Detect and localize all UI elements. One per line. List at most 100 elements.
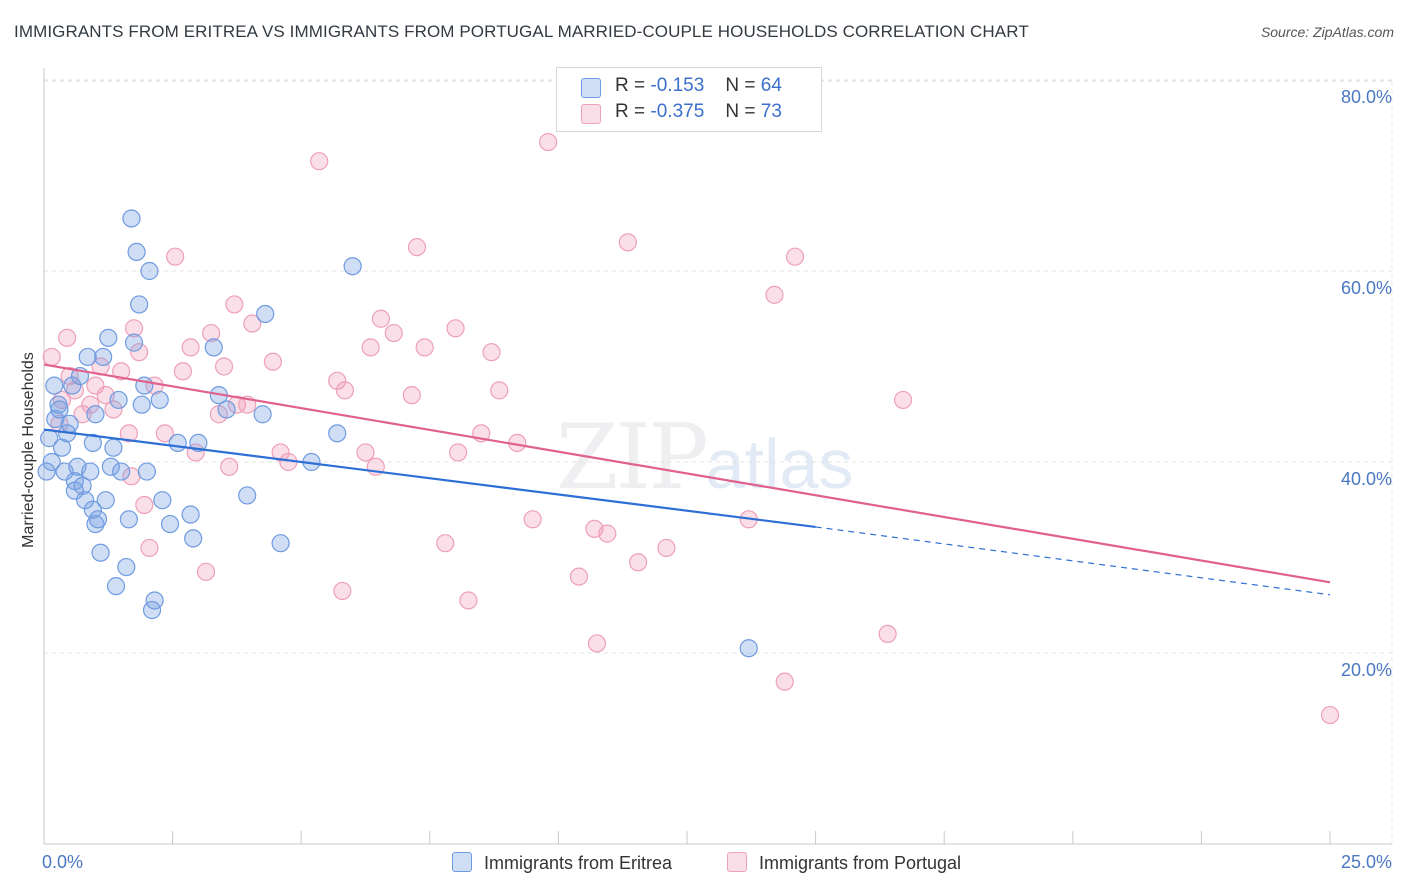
portugal-point xyxy=(104,400,123,419)
eritrea-point xyxy=(153,491,172,510)
portugal-point xyxy=(539,132,558,152)
eritrea-point xyxy=(124,333,144,352)
eritrea-point xyxy=(271,534,290,553)
portugal-point xyxy=(402,386,421,405)
portugal-point xyxy=(166,247,185,266)
eritrea-point xyxy=(256,304,275,324)
eritrea-point xyxy=(739,639,758,658)
portugal-point xyxy=(629,553,648,572)
portugal-point xyxy=(81,395,100,414)
watermark: ZIPatlas xyxy=(556,405,854,510)
eritrea-point xyxy=(112,462,131,481)
legend-n-value: 64 xyxy=(760,75,782,96)
portugal-point xyxy=(371,309,391,328)
eritrea-point xyxy=(42,452,61,472)
bottom-legend-portugal: Immigrants from Portugal xyxy=(727,852,961,874)
portugal-point xyxy=(42,347,61,367)
legend-swatch-portugal xyxy=(581,104,601,124)
y-tick-20: 20.0% xyxy=(1340,660,1392,680)
eritrea-trend-line xyxy=(43,428,816,529)
portugal-point xyxy=(448,443,468,462)
portugal-point xyxy=(1320,705,1340,725)
eritrea-point xyxy=(94,347,113,367)
portugal-point xyxy=(214,357,234,376)
eritrea-point xyxy=(253,405,272,424)
portugal-point xyxy=(333,581,352,601)
eritrea-point xyxy=(122,209,141,228)
eritrea-point xyxy=(140,261,159,281)
x-tick-min: 0.0% xyxy=(42,852,84,872)
legend-swatch-eritrea xyxy=(581,78,601,98)
eritrea-point xyxy=(83,433,102,452)
axes xyxy=(43,68,1392,845)
eritrea-points xyxy=(37,209,758,658)
eritrea-point xyxy=(86,405,105,424)
portugal-point xyxy=(878,624,897,644)
portugal-point xyxy=(361,338,380,357)
portugal-point xyxy=(243,314,262,333)
eritrea-point xyxy=(181,505,200,524)
portugal-point xyxy=(124,319,144,338)
portugal-trend-line xyxy=(43,363,1331,584)
eritrea-point xyxy=(130,295,149,314)
portugal-point xyxy=(202,323,221,343)
gridlines xyxy=(44,79,1393,844)
portugal-point xyxy=(415,338,434,357)
eritrea-point xyxy=(238,486,257,505)
portugal-point xyxy=(384,323,403,343)
watermark-zip: ZIP xyxy=(556,405,709,510)
portugal-point xyxy=(73,405,92,424)
legend-r-label: R = xyxy=(615,75,646,96)
portugal-point xyxy=(155,424,174,443)
bottom-legend-label-portugal: Immigrants from Portugal xyxy=(759,853,962,873)
eritrea-point xyxy=(46,409,65,429)
portugal-point xyxy=(490,381,509,400)
eritrea-point xyxy=(52,438,72,457)
portugal-point xyxy=(446,319,465,338)
eritrea-point xyxy=(189,433,208,452)
portugal-point xyxy=(569,567,589,586)
portugal-point xyxy=(523,510,542,529)
y-tick-60: 60.0% xyxy=(1340,278,1392,298)
eritrea-point xyxy=(45,376,64,395)
trend-lines xyxy=(43,363,1331,596)
portugal-point xyxy=(173,362,192,381)
portugal-point xyxy=(119,424,138,443)
eritrea-point xyxy=(117,557,136,577)
eritrea-point xyxy=(65,481,84,500)
eritrea-point xyxy=(343,257,362,276)
portugal-point xyxy=(785,247,805,266)
eritrea-point xyxy=(168,433,187,452)
portugal-point xyxy=(459,591,478,610)
portugal-point xyxy=(328,371,347,390)
portugal-point xyxy=(482,343,501,362)
eritrea-point xyxy=(63,376,82,395)
eritrea-point xyxy=(86,514,105,534)
eritrea-point xyxy=(60,414,79,433)
eritrea-point xyxy=(96,491,115,510)
portugal-point xyxy=(335,381,355,400)
portugal-point xyxy=(587,634,607,653)
bottom-legend-eritrea: Immigrants from Eritrea xyxy=(452,852,672,874)
portugal-point xyxy=(657,538,676,558)
portugal-point xyxy=(140,538,159,558)
portugal-point xyxy=(310,152,329,171)
portugal-point xyxy=(196,562,216,581)
chart-title: IMMIGRANTS FROM ERITREA VS IMMIGRANTS FR… xyxy=(14,22,1029,41)
eritrea-point xyxy=(101,457,120,476)
legend-text-portugal: R = -0.375 N = 73 xyxy=(615,101,782,123)
eritrea-point xyxy=(137,462,156,481)
portugal-point xyxy=(407,238,427,257)
portugal-point xyxy=(220,457,239,476)
legend-n-value: 73 xyxy=(760,101,782,122)
portugal-point xyxy=(130,343,149,362)
bottom-legend-swatch-eritrea xyxy=(452,852,472,872)
portugal-point xyxy=(58,328,77,347)
portugal-point xyxy=(135,495,154,515)
y-axis-label-wrap: Married-couple Households xyxy=(14,300,44,600)
bottom-legend-label-eritrea: Immigrants from Eritrea xyxy=(484,853,673,873)
eritrea-point xyxy=(81,462,100,481)
eritrea-point xyxy=(217,400,236,419)
y-axis-label: Married-couple Households xyxy=(20,352,37,548)
portugal-points xyxy=(42,132,1340,725)
